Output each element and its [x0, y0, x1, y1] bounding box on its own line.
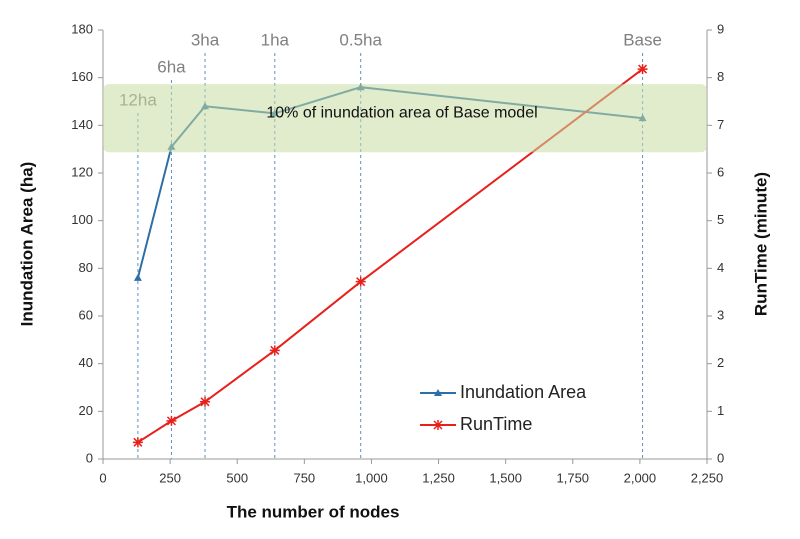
y-tick-label: 0	[86, 450, 93, 465]
marker	[166, 415, 177, 426]
y2-tick-label: 4	[717, 260, 724, 275]
y-tick-label: 80	[79, 260, 93, 275]
y-tick-label: 100	[71, 212, 93, 227]
x-tick-label: 1,000	[355, 470, 388, 485]
reference-label: Base	[623, 30, 662, 49]
marker	[200, 396, 211, 407]
y2-tick-label: 3	[717, 307, 724, 322]
marker	[133, 273, 142, 281]
y2-tick-label: 9	[717, 21, 724, 36]
y2-tick-label: 2	[717, 355, 724, 370]
y-tick-label: 140	[71, 117, 93, 132]
y-tick-label: 120	[71, 164, 93, 179]
y2-tick-label: 1	[717, 403, 724, 418]
x-tick-label: 2,000	[624, 470, 657, 485]
series-line	[137, 68, 644, 444]
y-tick-label: 180	[71, 21, 93, 36]
y-tick-label: 20	[79, 403, 93, 418]
highlight-band	[103, 84, 707, 153]
y2-tick-label: 6	[717, 164, 724, 179]
marker	[132, 437, 143, 448]
marker	[637, 64, 648, 75]
marker	[355, 276, 366, 287]
y2-tick-label: 8	[717, 69, 724, 84]
reference-label: 0.5ha	[339, 30, 382, 49]
legend-marker	[434, 389, 442, 396]
reference-label: 6ha	[157, 57, 186, 76]
marker	[269, 345, 280, 356]
legend-label: RunTime	[460, 414, 532, 434]
x-tick-label: 500	[226, 470, 248, 485]
y2-tick-label: 5	[717, 212, 724, 227]
x-tick-label: 0	[99, 470, 106, 485]
y2-tick-label: 7	[717, 117, 724, 132]
y-tick-label: 40	[79, 355, 93, 370]
y2-axis-title: RunTime (minute)	[751, 172, 770, 316]
y2-tick-label: 0	[717, 450, 724, 465]
x-tick-label: 1,750	[557, 470, 590, 485]
x-axis-title: The number of nodes	[227, 502, 400, 521]
x-tick-label: 250	[159, 470, 181, 485]
y-axis-title: Inundation Area (ha)	[17, 162, 36, 327]
x-tick-label: 2,250	[691, 470, 724, 485]
legend-label: Inundation Area	[460, 382, 587, 402]
band-annotation: 10% of inundation area of Base model	[266, 104, 537, 121]
x-tick-label: 750	[293, 470, 315, 485]
reference-label: 1ha	[261, 30, 290, 49]
x-tick-label: 1,250	[422, 470, 455, 485]
y-tick-label: 60	[79, 307, 93, 322]
reference-label: 3ha	[191, 30, 220, 49]
legend-marker	[433, 420, 443, 430]
y-tick-label: 160	[71, 69, 93, 84]
x-tick-label: 1,500	[489, 470, 522, 485]
